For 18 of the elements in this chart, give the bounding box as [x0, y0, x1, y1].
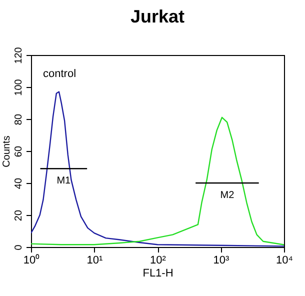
- y-tick-label: 0: [14, 244, 24, 250]
- series-label: M2: [220, 190, 235, 201]
- x-axis-title: FL1-H: [142, 268, 174, 280]
- series-label: M1: [56, 176, 72, 187]
- y-tick-label: 20: [14, 210, 24, 222]
- y-tick-label: 40: [14, 178, 24, 190]
- y-axis-title: Counts: [2, 136, 12, 168]
- y-tick-label: 100: [14, 78, 24, 96]
- x-tick-label: 10¹: [86, 254, 104, 266]
- annotation: control: [43, 68, 76, 80]
- x-tick-label: 10³: [213, 254, 230, 266]
- x-tick-label: 10⁰: [23, 254, 40, 266]
- y-tick-label: 80: [14, 114, 24, 126]
- y-tick-label: 120: [14, 46, 24, 64]
- y-tick-label: 60: [14, 146, 24, 158]
- x-tick-label: 10²: [150, 254, 166, 266]
- chart-title: Jurkat: [130, 6, 185, 27]
- x-tick-label: 10⁴: [276, 254, 294, 266]
